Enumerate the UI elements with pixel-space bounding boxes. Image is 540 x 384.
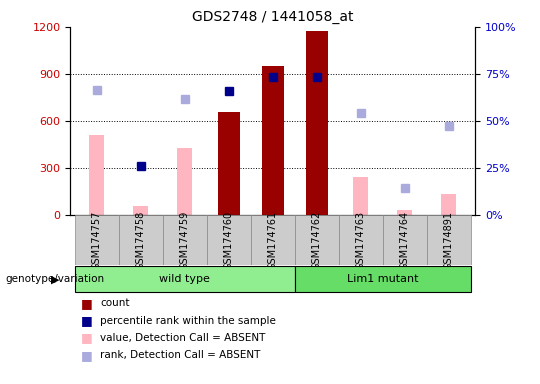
Text: percentile rank within the sample: percentile rank within the sample <box>100 316 276 326</box>
Text: ▶: ▶ <box>51 274 59 285</box>
Bar <box>218 112 240 215</box>
Bar <box>397 210 413 215</box>
Text: GSM174764: GSM174764 <box>400 210 410 270</box>
Text: ■: ■ <box>81 331 93 344</box>
Bar <box>75 266 295 292</box>
Bar <box>262 66 284 215</box>
Bar <box>163 215 207 265</box>
Bar <box>177 147 192 215</box>
Bar <box>75 215 119 265</box>
Text: GSM174762: GSM174762 <box>312 210 322 270</box>
Text: rank, Detection Call = ABSENT: rank, Detection Call = ABSENT <box>100 350 260 360</box>
Text: value, Detection Call = ABSENT: value, Detection Call = ABSENT <box>100 333 265 343</box>
Title: GDS2748 / 1441058_at: GDS2748 / 1441058_at <box>192 10 354 25</box>
Text: ■: ■ <box>81 297 93 310</box>
Bar <box>207 215 251 265</box>
Bar <box>119 215 163 265</box>
Text: ■: ■ <box>81 314 93 327</box>
Bar <box>441 194 456 215</box>
Bar <box>427 215 471 265</box>
Bar <box>133 207 149 215</box>
Text: GSM174761: GSM174761 <box>268 210 278 270</box>
Text: GSM174760: GSM174760 <box>224 210 234 270</box>
Text: GSM174757: GSM174757 <box>92 210 102 270</box>
Bar <box>251 215 295 265</box>
Bar <box>383 215 427 265</box>
Text: wild type: wild type <box>159 274 210 285</box>
Bar <box>89 135 104 215</box>
Text: Lim1 mutant: Lim1 mutant <box>347 274 418 285</box>
Bar <box>306 31 328 215</box>
Bar <box>295 215 339 265</box>
Text: GSM174759: GSM174759 <box>180 210 190 270</box>
Bar <box>339 215 383 265</box>
Bar <box>353 177 368 215</box>
Text: GSM174763: GSM174763 <box>356 210 366 270</box>
Text: genotype/variation: genotype/variation <box>5 274 105 285</box>
Text: count: count <box>100 298 130 308</box>
Text: GSM174758: GSM174758 <box>136 210 146 270</box>
Bar <box>295 266 471 292</box>
Text: GSM174891: GSM174891 <box>444 210 454 270</box>
Text: ■: ■ <box>81 349 93 362</box>
